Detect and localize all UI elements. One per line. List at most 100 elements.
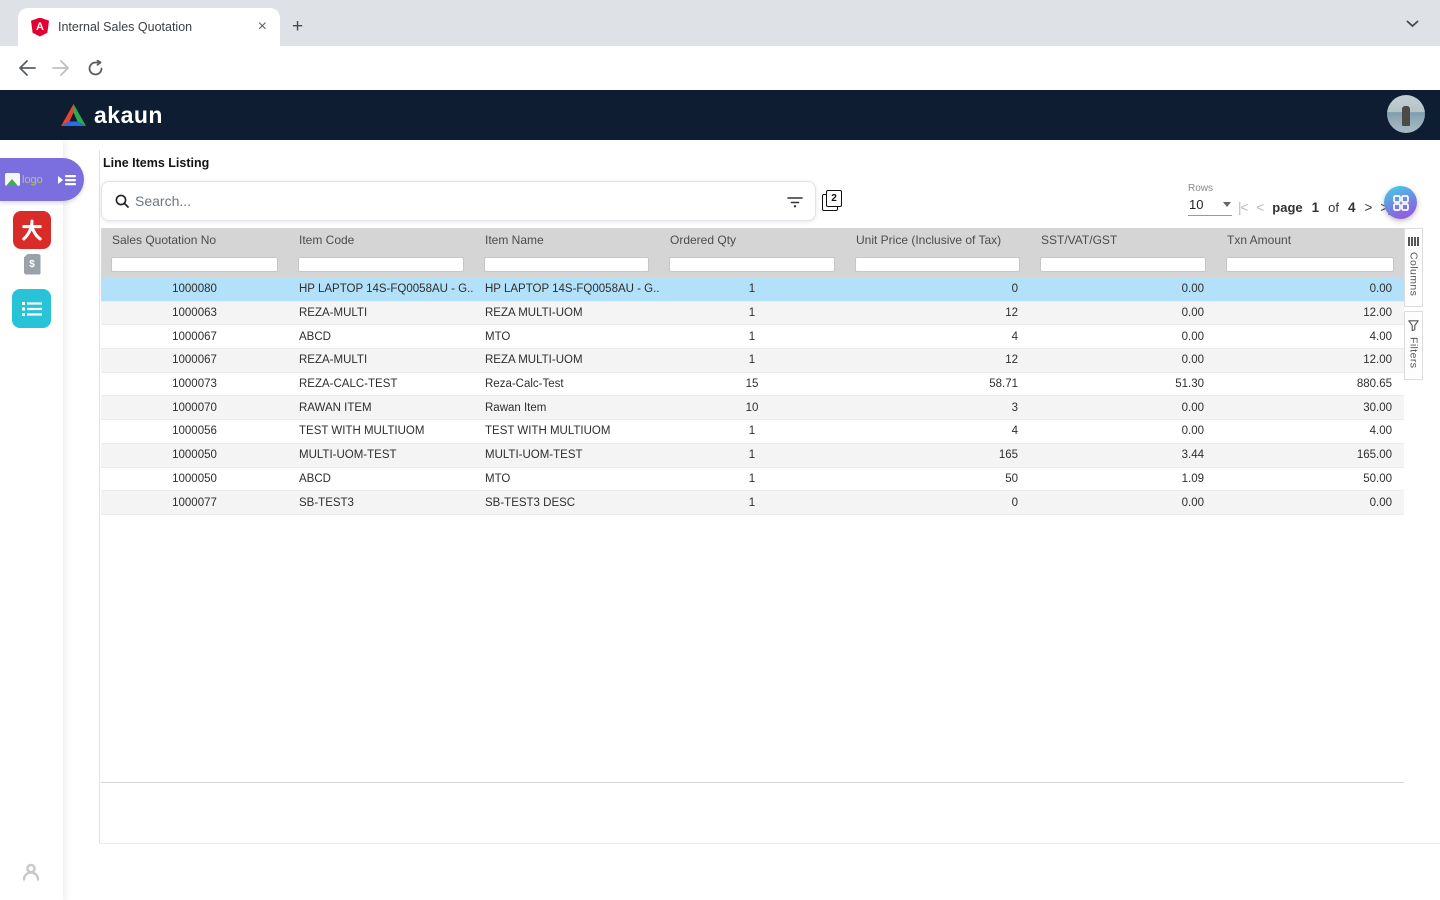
table-cell: 58.71 xyxy=(845,378,1030,390)
table-row[interactable]: 1000073REZA-CALC-TESTReza-Calc-Test1558.… xyxy=(101,373,1404,397)
column-filter-input[interactable] xyxy=(111,257,278,272)
table-cell: REZA MULTI-UOM xyxy=(474,354,659,366)
column-filter-input[interactable] xyxy=(1040,257,1206,272)
column-header[interactable]: Ordered Qty xyxy=(659,233,845,247)
table-cell: 0.00 xyxy=(1030,331,1216,343)
table-cell: 1000056 xyxy=(101,425,288,437)
table-cell: 1.09 xyxy=(1030,473,1216,485)
reload-button-icon[interactable] xyxy=(78,51,112,85)
rows-select[interactable]: 10 xyxy=(1188,194,1232,216)
table-cell: TEST WITH MULTIUOM xyxy=(474,425,659,437)
table-cell: 0 xyxy=(845,497,1030,509)
first-page-button[interactable]: |< xyxy=(1238,200,1247,215)
table-cell: 880.65 xyxy=(1216,378,1404,390)
table-row[interactable]: 1000056TEST WITH MULTIUOMTEST WITH MULTI… xyxy=(101,420,1404,444)
of-label: of xyxy=(1328,200,1339,215)
sidebar-item-red-app[interactable] xyxy=(13,211,51,249)
table-row[interactable]: 1000063REZA-MULTIREZA MULTI-UOM1120.0012… xyxy=(101,302,1404,326)
table-cell: 1000070 xyxy=(101,402,288,414)
table-cell: 30.00 xyxy=(1216,402,1404,414)
back-button-icon[interactable] xyxy=(10,51,44,85)
table-row[interactable]: 1000050ABCDMTO1501.0950.00 xyxy=(101,468,1404,492)
table-cell: 3.44 xyxy=(1030,449,1216,461)
table-cell: 15 xyxy=(659,378,845,390)
next-page-button[interactable]: > xyxy=(1365,200,1372,215)
apps-grid-button[interactable] xyxy=(1384,186,1417,219)
sidebar-item-billing-doc[interactable]: $ xyxy=(22,252,42,276)
table-row[interactable]: 1000077SB-TEST3SB-TEST3 DESC100.000.00 xyxy=(101,491,1404,515)
screen: A Internal Sales Quotation × + akaun.clo… xyxy=(0,0,1440,900)
table-cell: HP LAPTOP 14S-FQ0058AU - G... xyxy=(474,283,659,295)
browser-tab[interactable]: A Internal Sales Quotation × xyxy=(18,8,280,46)
column-header[interactable]: Item Name xyxy=(474,233,659,247)
column-header[interactable]: Txn Amount xyxy=(1216,233,1404,247)
column-header[interactable]: Item Code xyxy=(288,233,474,247)
table-cell: ABCD xyxy=(288,331,474,343)
column-header[interactable]: Unit Price (Inclusive of Tax) xyxy=(845,233,1030,247)
table-row[interactable]: 1000067ABCDMTO140.004.00 xyxy=(101,325,1404,349)
pages-icon[interactable]: 2 xyxy=(822,190,844,212)
table-cell: MULTI-UOM-TEST xyxy=(474,449,659,461)
browser-tab-strip: A Internal Sales Quotation × + xyxy=(0,0,1440,46)
table-cell: SB-TEST3 DESC xyxy=(474,497,659,509)
prev-page-button[interactable]: < xyxy=(1256,200,1263,215)
table-row[interactable]: 1000067REZA-MULTIREZA MULTI-UOM1120.0012… xyxy=(101,349,1404,373)
table-cell: 1 xyxy=(659,449,845,461)
sidebar-user-icon[interactable] xyxy=(21,862,41,882)
filters-toggle-tab[interactable]: Filters xyxy=(1404,311,1423,379)
tab-close-icon[interactable]: × xyxy=(255,19,270,35)
columns-toggle-tab[interactable]: Columns xyxy=(1404,228,1423,307)
column-filter-cell xyxy=(1216,256,1404,274)
caret-down-icon xyxy=(1223,202,1231,207)
table-cell: Rawan Item xyxy=(474,402,659,414)
column-filter-input[interactable] xyxy=(484,257,649,272)
table-cell: ABCD xyxy=(288,473,474,485)
table-cell: 0 xyxy=(845,283,1030,295)
column-header[interactable]: Sales Quotation No xyxy=(101,233,288,247)
table-cell: 1 xyxy=(659,283,845,295)
content-bottom-divider xyxy=(99,843,1440,844)
pages-front-square: 2 xyxy=(826,190,842,207)
brand-name: akaun xyxy=(94,102,163,129)
menu-unfold-icon[interactable] xyxy=(58,173,76,187)
table-row[interactable]: 1000050MULTI-UOM-TESTMULTI-UOM-TEST11653… xyxy=(101,444,1404,468)
table-row[interactable]: 1000070RAWAN ITEMRawan Item1030.0030.00 xyxy=(101,396,1404,420)
user-photo-avatar[interactable] xyxy=(1387,95,1425,133)
new-tab-button[interactable]: + xyxy=(292,17,303,36)
forward-button-icon[interactable] xyxy=(44,51,78,85)
table-cell: 4 xyxy=(845,425,1030,437)
table-row[interactable]: 1000080HP LAPTOP 14S-FQ0058AU - G...HP L… xyxy=(101,278,1404,302)
column-header[interactable]: SST/VAT/GST xyxy=(1030,233,1216,247)
cjk-character-icon xyxy=(19,217,45,243)
akaun-triangle-logo-icon xyxy=(60,103,87,127)
table-cell: REZA-MULTI xyxy=(288,307,474,319)
sidebar-item-line-items-active[interactable] xyxy=(12,289,51,328)
page-title: Line Items Listing xyxy=(103,156,209,170)
table-cell: 1 xyxy=(659,497,845,509)
sidebar-logo-pill[interactable]: logo xyxy=(0,158,84,201)
filter-list-icon[interactable] xyxy=(787,195,803,208)
filters-tab-label: Filters xyxy=(1408,337,1420,368)
column-filter-input[interactable] xyxy=(1226,257,1394,272)
tab-search-chevron-icon[interactable] xyxy=(1406,20,1419,28)
search-input[interactable] xyxy=(135,193,787,209)
logo-alt-text: logo xyxy=(22,174,58,186)
table-cell: Reza-Calc-Test xyxy=(474,378,659,390)
column-filter-input[interactable] xyxy=(298,257,464,272)
table-cell: 0.00 xyxy=(1030,497,1216,509)
list-icon xyxy=(22,301,42,317)
current-page: 1 xyxy=(1312,200,1320,215)
table-cell: RAWAN ITEM xyxy=(288,402,474,414)
sidebar: logo $ xyxy=(0,140,63,900)
column-filter-input[interactable] xyxy=(855,257,1020,272)
table-cell: 0.00 xyxy=(1030,354,1216,366)
table-cell: 12 xyxy=(845,307,1030,319)
table-cell: 0.00 xyxy=(1030,283,1216,295)
table-cell: 0.00 xyxy=(1030,307,1216,319)
table-cell: 3 xyxy=(845,402,1030,414)
table-cell: 4.00 xyxy=(1216,331,1404,343)
table-cell: 1000080 xyxy=(101,283,288,295)
column-filter-cell xyxy=(101,256,288,274)
main-content: Line Items Listing 2 Rows 10 |< < page 1… xyxy=(99,150,1440,843)
column-filter-input[interactable] xyxy=(669,257,835,272)
